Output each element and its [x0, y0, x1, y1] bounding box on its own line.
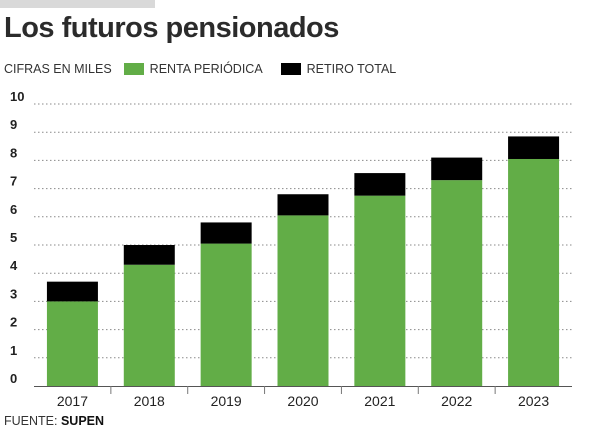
y-tick-label: 6 [10, 202, 17, 217]
header-accent-bar [0, 0, 155, 8]
bar-renta-periodica [123, 264, 175, 386]
y-tick-label: 2 [10, 315, 17, 330]
y-tick-label: 1 [10, 343, 17, 358]
y-tick-label: 5 [10, 230, 17, 245]
x-tick-label: 2018 [134, 393, 165, 409]
y-tick-label: 3 [10, 286, 17, 301]
bar-retiro-total [46, 281, 98, 302]
y-tick-label: 7 [10, 174, 17, 189]
legend-label-renta: RENTA PERIÓDICA [149, 62, 263, 76]
bar-retiro-total [508, 136, 560, 159]
y-tick-label: 4 [10, 258, 18, 273]
legend-swatch-renta [123, 63, 144, 75]
stacked-bar-chart: 0 1 2 3 4 5 6 7 8 9 10 2017 2018 2019 2020 2021 2022 2023 [10, 89, 572, 409]
x-tick-label: 2021 [364, 393, 395, 409]
bar-renta-periodica [354, 195, 406, 386]
legend-item-retiro: RETIRO TOTAL [280, 62, 397, 76]
bar-retiro-total [200, 222, 252, 244]
bar-renta-periodica [46, 301, 98, 386]
bar-renta-periodica [277, 215, 329, 386]
x-tick-label: 2022 [441, 393, 472, 409]
source-prefix: FUENTE: [4, 414, 58, 428]
x-tick-label: 2023 [518, 393, 549, 409]
bar-retiro-total [431, 157, 483, 181]
y-tick-label: 9 [10, 117, 17, 132]
y-tick-label: 8 [10, 145, 17, 160]
chart-title: Los futuros pensionados [4, 12, 339, 44]
bar-retiro-total [277, 194, 329, 216]
bar-renta-periodica [431, 180, 483, 386]
source-name: SUPEN [60, 414, 105, 428]
x-tick-label: 2020 [287, 393, 318, 409]
bar-renta-periodica [508, 158, 560, 386]
source-note: FUENTE: SUPEN [4, 414, 104, 428]
bar-retiro-total [123, 245, 175, 265]
y-tick-label: 0 [10, 371, 17, 386]
legend: CIFRAS EN MILES RENTA PERIÓDICA RETIRO T… [4, 61, 414, 77]
units-label: CIFRAS EN MILES [4, 62, 112, 76]
legend-label-retiro: RETIRO TOTAL [306, 62, 397, 76]
bar-renta-periodica [200, 243, 252, 386]
x-tick-label: 2019 [211, 393, 242, 409]
bar-retiro-total [354, 173, 406, 196]
legend-swatch-retiro [280, 63, 301, 75]
x-tick-label: 2017 [57, 393, 88, 409]
y-tick-label: 10 [10, 89, 24, 104]
legend-item-renta: RENTA PERIÓDICA [123, 62, 263, 76]
